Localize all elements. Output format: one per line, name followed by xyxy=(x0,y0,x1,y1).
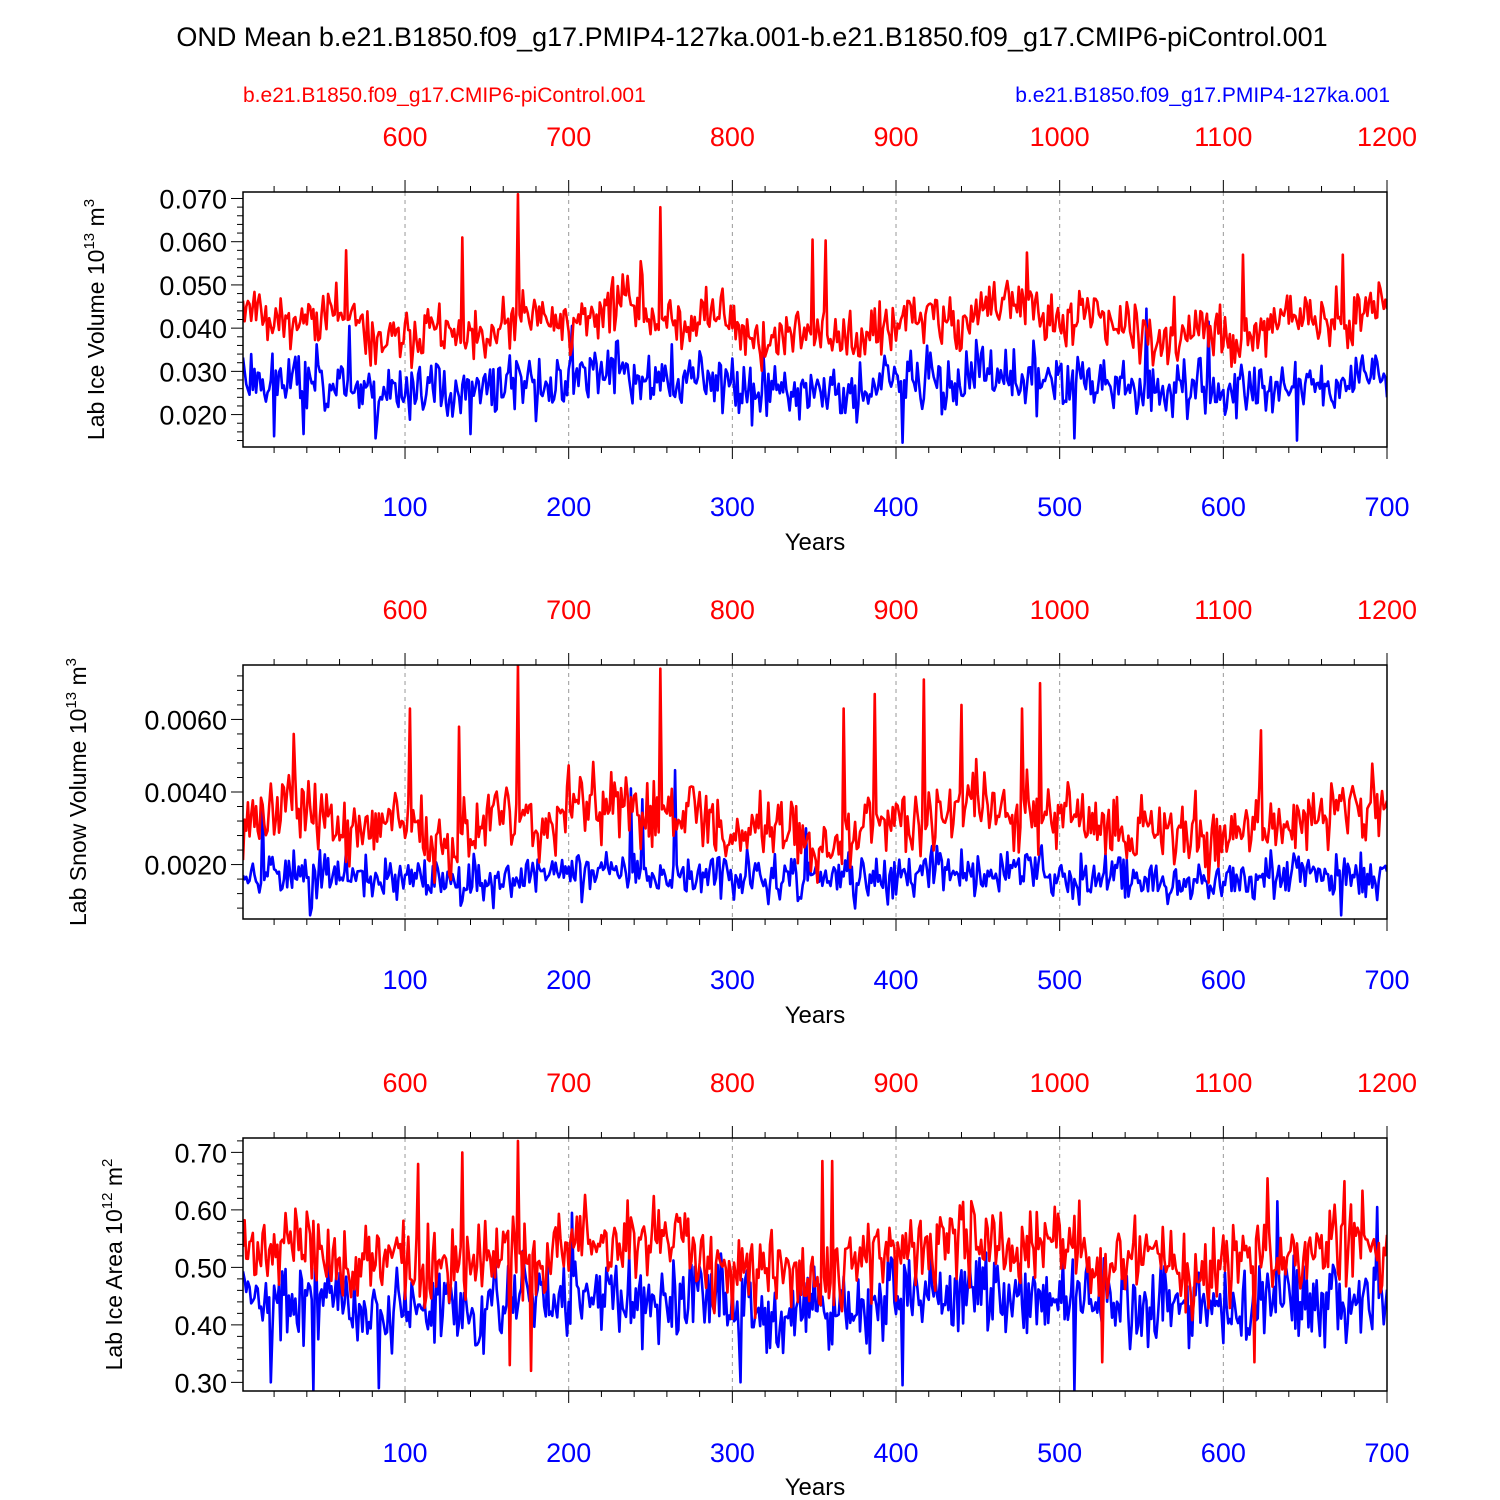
x-top-tick-label: 800 xyxy=(710,595,755,625)
y-label-unit: m xyxy=(83,207,109,233)
x-bottom-tick-label: 300 xyxy=(710,965,755,995)
panel-1: 0.020 0.030 0.040 0.050 0.060 0.070 100 200 300 4… xyxy=(81,122,1417,556)
x-bottom-tick-label: 600 xyxy=(1201,1438,1246,1468)
series-line-control xyxy=(243,665,1387,885)
panels: 0.020 0.030 0.040 0.050 0.060 0.070 100 200 300 4… xyxy=(63,122,1417,1500)
x-bottom-tick-label: 300 xyxy=(710,1438,755,1468)
series-line-control xyxy=(243,192,1387,373)
x-top-tick-label: 1200 xyxy=(1357,595,1417,625)
legend-control: b.e21.B1850.f09_g17.CMIP6-piControl.001 xyxy=(243,84,646,107)
x-top-tick-label: 1000 xyxy=(1030,122,1090,152)
y-tick-label: 0.50 xyxy=(174,1253,227,1283)
y-label-exponent: 12 xyxy=(99,1193,116,1210)
x-top-tick-label: 800 xyxy=(710,1068,755,1098)
x-bottom-tick-label: 100 xyxy=(382,1438,427,1468)
x-bottom-tick-label: 400 xyxy=(873,1438,918,1468)
series-line-experiment xyxy=(243,1199,1387,1391)
x-top-tick-label: 700 xyxy=(546,122,591,152)
y-tick-label: 0.060 xyxy=(159,228,227,258)
y-tick-label: 0.60 xyxy=(174,1196,227,1226)
x-bottom-tick-label: 200 xyxy=(546,965,591,995)
x-bottom-tick-label: 400 xyxy=(873,965,918,995)
y-label-main: Lab Ice Area 10 xyxy=(101,1209,127,1370)
x-bottom-tick-label: 700 xyxy=(1364,965,1409,995)
series-line-experiment xyxy=(243,307,1387,444)
x-bottom-tick-label: 200 xyxy=(546,1438,591,1468)
x-top-tick-label: 700 xyxy=(546,1068,591,1098)
series-line-control xyxy=(243,1139,1387,1373)
x-top-tick-label: 1100 xyxy=(1194,595,1252,625)
y-label-unit: m xyxy=(65,666,91,692)
y-tick-label: 0.0040 xyxy=(144,778,227,808)
y-label-exponent: 13 xyxy=(63,692,80,709)
x-top-tick-label: 1000 xyxy=(1030,595,1090,625)
x-top-tick-label: 700 xyxy=(546,595,591,625)
y-tick-label: 0.40 xyxy=(174,1311,227,1341)
y-label-exponent: 13 xyxy=(81,233,98,250)
x-top-tick-label: 1200 xyxy=(1357,1068,1417,1098)
series-group xyxy=(243,1139,1387,1391)
x-top-tick-label: 1200 xyxy=(1357,122,1417,152)
x-bottom-tick-label: 500 xyxy=(1037,492,1082,522)
y-axis-label: Lab Ice Area 1012 m2 xyxy=(99,1159,127,1371)
x-axis-label: Years xyxy=(785,529,846,556)
x-bottom-tick-label: 400 xyxy=(873,492,918,522)
y-tick-label: 0.040 xyxy=(159,314,227,344)
x-top-tick-label: 1100 xyxy=(1194,1068,1252,1098)
y-tick-label: 0.70 xyxy=(174,1138,227,1168)
x-bottom-tick-label: 200 xyxy=(546,492,591,522)
y-axis-label: Lab Ice Volume 1013 m3 xyxy=(81,199,109,440)
y-label-unit-exponent: 3 xyxy=(63,658,80,666)
x-top-tick-label: 900 xyxy=(873,1068,918,1098)
y-tick-label: 0.070 xyxy=(159,184,227,214)
x-bottom-tick-label: 300 xyxy=(710,492,755,522)
y-tick-label: 0.030 xyxy=(159,357,227,387)
x-bottom-tick-label: 100 xyxy=(382,965,427,995)
legend-experiment: b.e21.B1850.f09_g17.PMIP4-127ka.001 xyxy=(1015,84,1390,107)
x-top-tick-label: 1000 xyxy=(1030,1068,1090,1098)
x-bottom-tick-label: 100 xyxy=(382,492,427,522)
x-top-tick-label: 1100 xyxy=(1194,122,1252,152)
y-tick-label: 0.0020 xyxy=(144,851,227,881)
x-top-tick-label: 900 xyxy=(873,122,918,152)
x-bottom-tick-label: 500 xyxy=(1037,965,1082,995)
y-tick-label: 0.0060 xyxy=(144,705,227,735)
panel-frame xyxy=(242,1137,1388,1392)
x-axis-label: Years xyxy=(785,1474,846,1500)
panel-3: 0.30 0.40 0.50 0.60 0.70 100 200 300 400 500 600 70… xyxy=(99,1068,1417,1500)
figure-title: OND Mean b.e21.B1850.f09_g17.PMIP4-127ka… xyxy=(176,22,1327,52)
y-tick-label: 0.050 xyxy=(159,271,227,301)
series-group xyxy=(243,665,1387,917)
x-bottom-tick-label: 700 xyxy=(1364,492,1409,522)
x-bottom-tick-label: 600 xyxy=(1201,492,1246,522)
x-axis-label: Years xyxy=(785,1002,846,1029)
series-group xyxy=(243,192,1387,444)
x-bottom-tick-label: 600 xyxy=(1201,965,1246,995)
y-tick-label: 0.30 xyxy=(174,1368,227,1398)
x-bottom-tick-label: 700 xyxy=(1364,1438,1409,1468)
y-tick-label: 0.020 xyxy=(159,401,227,431)
y-axis-label: Lab Snow Volume 1013 m3 xyxy=(63,658,91,926)
x-top-tick-label: 600 xyxy=(382,122,427,152)
y-label-main: Lab Ice Volume 10 xyxy=(83,250,109,441)
x-top-tick-label: 600 xyxy=(382,595,427,625)
x-top-tick-label: 800 xyxy=(710,122,755,152)
x-bottom-tick-label: 500 xyxy=(1037,1438,1082,1468)
x-top-tick-label: 600 xyxy=(382,1068,427,1098)
y-label-main: Lab Snow Volume 10 xyxy=(65,709,91,926)
y-label-unit-exponent: 3 xyxy=(81,199,98,207)
panel-2: 0.0020 0.0040 0.0060 100 200 300 400 500 600 700 6… xyxy=(63,595,1417,1029)
y-label-unit: m xyxy=(101,1167,127,1193)
y-label-unit-exponent: 2 xyxy=(99,1159,116,1167)
x-top-tick-label: 900 xyxy=(873,595,918,625)
